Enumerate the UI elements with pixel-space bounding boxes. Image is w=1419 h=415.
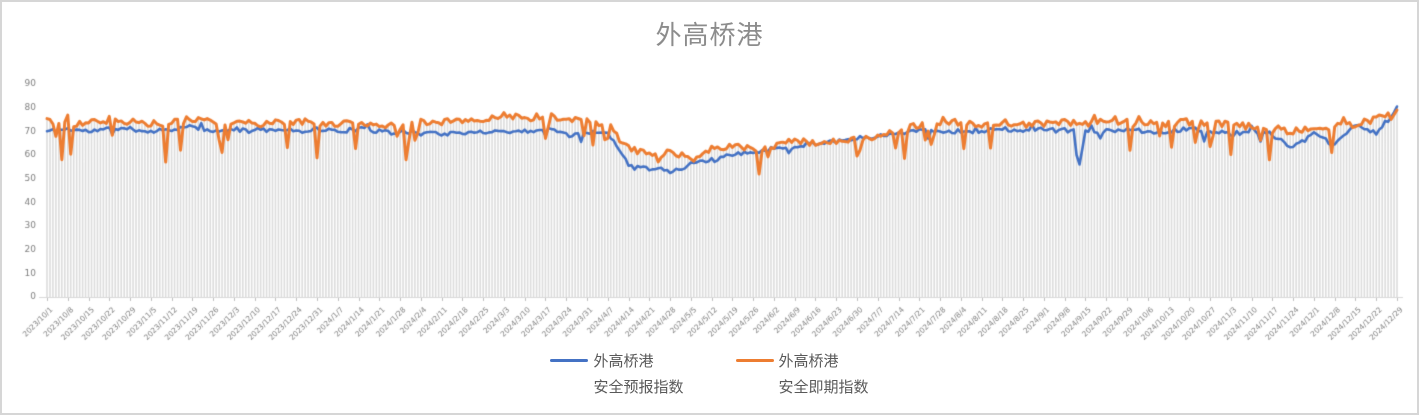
legend-label-forecast-index: 外高桥港 安全预报指数 [593, 348, 683, 400]
line-chart-canvas [2, 2, 1417, 347]
legend-item-forecast-index: 外高桥港 安全预报指数 [550, 348, 684, 400]
legend-swatch-spot-line [735, 359, 774, 362]
legend-swatch-forecast-line [550, 359, 589, 362]
legend-label-spot-index: 外高桥港 安全即期指数 [779, 348, 869, 400]
chart-legend: 外高桥港 安全预报指数 外高桥港 安全即期指数 [2, 348, 1417, 400]
legend-label-spot-line1: 外高桥港 [778, 352, 839, 370]
legend-item-spot-index: 外高桥港 安全即期指数 [735, 348, 869, 400]
legend-label-spot-line2: 安全即期指数 [778, 378, 869, 396]
legend-label-forecast-line1: 外高桥港 [593, 352, 654, 370]
legend-label-forecast-line2: 安全预报指数 [593, 378, 684, 396]
